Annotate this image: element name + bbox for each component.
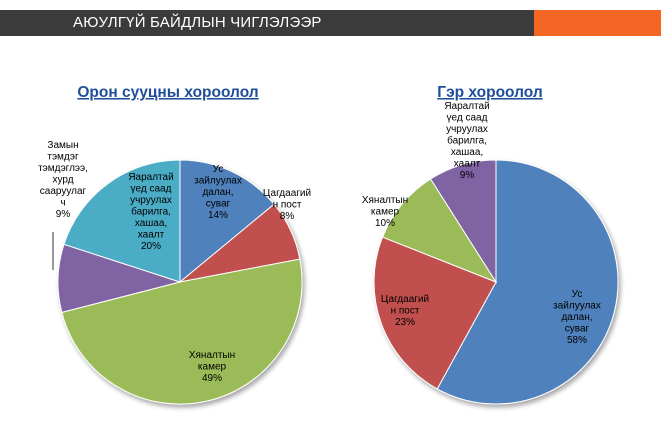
label-line: 9% [460, 170, 475, 181]
label-line: н пост [273, 200, 302, 211]
chart-1-slice-3-label: Хяналтын камер 49% [189, 350, 235, 384]
chart-1: Орон сууцны хороолол Ус зайлуулах далан, су… [38, 84, 311, 405]
label-line: 9% [56, 209, 71, 220]
label-line: 8% [280, 211, 295, 222]
chart-1-labels: Ус зайлуулах далан, суваг 14% Цагдаагий н пост… [38, 140, 311, 384]
label-line: учруулах [446, 124, 488, 135]
label-line: барилга, [447, 135, 487, 147]
label-line: тэмдэг [47, 152, 79, 163]
header-bar: АЮУЛГҮЙ БАЙДЛЫН ЧИГЛЭЛЭЭР [0, 10, 534, 36]
chart-1-slice-1-label: Ус зайлуулах далан, суваг 14% [194, 164, 242, 221]
label-line: 10% [375, 218, 395, 229]
chart-2-slice-1 [436, 159, 619, 405]
label-line: тэмдэглээ, [38, 163, 88, 174]
label-line: хаалт [454, 159, 481, 170]
label-line: суваг [206, 199, 231, 210]
label-line: Яаралтай [444, 101, 489, 112]
chart-2-slice-2-label: Цагдаагий н пост 23% [381, 294, 429, 328]
chart-1-slice-3 [61, 258, 303, 405]
slide-title: АЮУЛГҮЙ БАЙДЛЫН ЧИГЛЭЛЭЭР [73, 14, 322, 31]
label-line: далан, [202, 187, 233, 198]
label-line: Яаралтай [128, 172, 173, 183]
chart-2-slice-3 [381, 178, 498, 284]
label-line: Замын [47, 140, 78, 151]
label-line: хурд [52, 175, 73, 186]
label-line: зайлуулах [553, 301, 601, 312]
chart-1-title: Орон сууцны хороолол [77, 84, 258, 101]
label-line: үед саад [131, 184, 172, 195]
label-line: далан, [561, 312, 592, 323]
chart-1-slice-5 [63, 159, 181, 283]
label-line: зайлуулах [194, 176, 242, 187]
label-line: учруулах [130, 195, 172, 206]
label-line: үед саад [447, 113, 488, 124]
chart-1-slice-1 [179, 159, 275, 284]
label-line: 58% [567, 335, 587, 346]
chart-1-slice-5-label: Яаралтай үед саад учруулах барилга, хашаа, ха… [128, 172, 173, 252]
label-line: н пост [391, 306, 420, 317]
chart-2: Гэр хороолол Ус зайлуулах далан, суваг 58% Ца… [362, 84, 619, 405]
chart-2-title: Гэр хороолол [437, 84, 542, 101]
label-line: Ус [572, 289, 583, 300]
chart-1-slice-2-label: Цагдаагий н пост 8% [263, 188, 311, 222]
label-line: хаалт [138, 230, 165, 241]
label-line: камер [198, 362, 227, 373]
label-line: 14% [208, 210, 228, 221]
label-line: 20% [141, 241, 161, 252]
label-line: суваг [565, 324, 590, 335]
label-line: хашаа, [135, 218, 167, 229]
header-accent [534, 10, 661, 36]
chart-2-labels: Ус зайлуулах далан, суваг 58% Цагдаагий н пост… [362, 101, 601, 346]
label-line: Хяналтын [189, 350, 235, 361]
label-line: 49% [202, 373, 222, 384]
label-line: 23% [395, 317, 415, 328]
label-line: Хяналтын [362, 195, 408, 206]
label-line: барилга, [131, 206, 171, 218]
label-line: Цагдаагий [381, 294, 429, 305]
label-line: Цагдаагий [263, 188, 311, 199]
chart-2-slice-2 [373, 236, 497, 390]
chart-2-slice-3-label: Хяналтын камер 10% [362, 195, 408, 229]
label-line: хашаа, [451, 147, 483, 158]
chart-2-slice-1-label: Ус зайлуулах далан, суваг 58% [553, 289, 601, 346]
chart-1-slices [57, 159, 303, 405]
label-line: ч [60, 198, 65, 209]
chart-2-slices [373, 159, 619, 405]
label-line: камер [371, 207, 400, 218]
label-line: Ус [213, 164, 224, 175]
chart-2-slice-4-label: Яаралтай үед саад учруулах барилга, хашаа, ха… [444, 101, 489, 181]
chart-1-slice-4-label: Замын тэмдэг тэмдэглээ, хурд сааруулаг ч 9% [38, 140, 88, 220]
chart-2-slice-4 [429, 159, 497, 284]
label-line: сааруулаг [40, 186, 87, 197]
